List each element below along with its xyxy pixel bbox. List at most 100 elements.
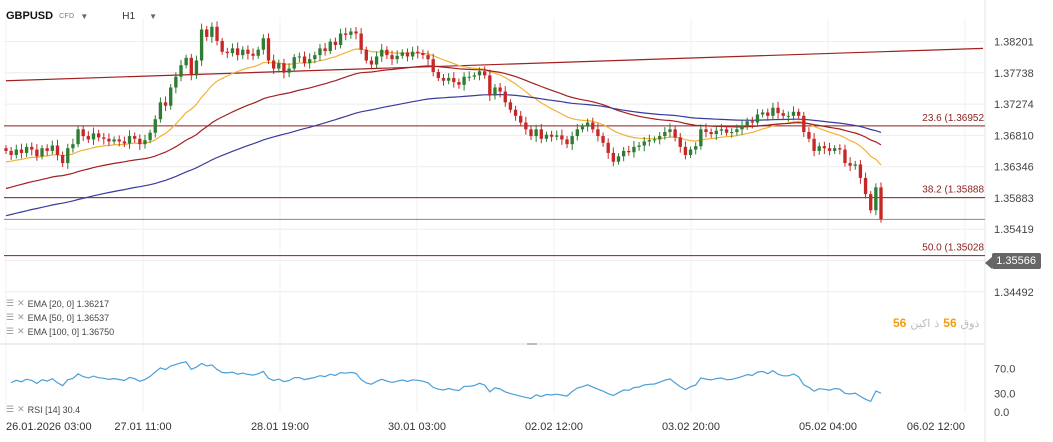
candle-body bbox=[457, 82, 461, 85]
candle-body bbox=[14, 149, 18, 155]
settings-icon[interactable]: ☰ bbox=[6, 312, 15, 322]
rsi-tick-label: 30.0 bbox=[994, 388, 1015, 400]
candle-body bbox=[843, 149, 847, 164]
candle-body bbox=[107, 138, 111, 142]
candle-body bbox=[282, 63, 286, 73]
candlestick-series bbox=[4, 21, 883, 223]
candle-body bbox=[364, 49, 368, 61]
candle-body bbox=[817, 146, 821, 151]
trendline-segment bbox=[5, 47, 984, 82]
candle-body bbox=[4, 148, 8, 151]
candle-body bbox=[740, 125, 744, 130]
candle-body bbox=[323, 48, 327, 52]
instrument-type-badge: CFD bbox=[59, 12, 75, 20]
candle-body bbox=[277, 63, 281, 69]
candle-body bbox=[24, 146, 29, 153]
candle-body bbox=[189, 57, 193, 76]
fib-level-label: 23.6 (1.36952 bbox=[922, 113, 984, 124]
candle-body bbox=[344, 33, 348, 35]
indicator-label: EMA [100, 0] 1.36750 bbox=[27, 326, 115, 337]
candle-body bbox=[858, 164, 863, 178]
candle-body bbox=[436, 71, 441, 79]
candle-body bbox=[714, 130, 718, 135]
candle-body bbox=[390, 55, 394, 60]
rsi-panel bbox=[10, 361, 882, 403]
candle-body bbox=[333, 41, 338, 45]
time-tick-label: 06.02 12:00 bbox=[907, 421, 965, 433]
candle-body bbox=[668, 129, 672, 133]
indicator-ema50[interactable]: ☰ ✕ EMA [50, 0] 1.36537 bbox=[6, 312, 109, 323]
settings-icon[interactable]: ☰ bbox=[6, 326, 15, 336]
indicator-rsi[interactable]: ☰ ✕ RSI [14] 30.4 bbox=[6, 404, 80, 415]
candle-body bbox=[673, 129, 677, 138]
candle-body bbox=[755, 114, 760, 123]
timeframe-dropdown-icon[interactable]: ▼ bbox=[149, 11, 157, 21]
candle-body bbox=[385, 49, 389, 56]
candle-body bbox=[256, 49, 260, 56]
candle-body bbox=[848, 163, 852, 166]
candle-body bbox=[632, 146, 636, 153]
settings-icon[interactable]: ☰ bbox=[6, 298, 15, 308]
candle-body bbox=[210, 26, 214, 37]
close-icon[interactable]: ✕ bbox=[17, 404, 25, 414]
timeframe-selector[interactable]: H1 bbox=[122, 10, 136, 22]
candle-body bbox=[179, 65, 183, 77]
indicator-ema20[interactable]: ☰ ✕ EMA [20, 0] 1.36217 bbox=[6, 298, 109, 309]
panel-resize-handle[interactable] bbox=[527, 343, 537, 345]
candle-body bbox=[153, 119, 157, 133]
candle-body bbox=[539, 129, 543, 139]
close-icon[interactable]: ✕ bbox=[17, 326, 25, 336]
candle-body bbox=[328, 41, 332, 52]
rsi-tick-label: 0.0 bbox=[994, 407, 1009, 419]
fib-level-label: 50.0 (1.35028 bbox=[922, 243, 984, 254]
candle-body bbox=[730, 132, 734, 134]
indicator-ema100[interactable]: ☰ ✕ EMA [100, 0] 1.36750 bbox=[6, 326, 114, 337]
candle-body bbox=[395, 55, 399, 60]
candle-body bbox=[508, 102, 513, 110]
close-icon[interactable]: ✕ bbox=[17, 312, 25, 322]
candle-body bbox=[235, 48, 240, 56]
candle-body bbox=[19, 149, 24, 153]
ema-50-line bbox=[5, 65, 882, 190]
candle-body bbox=[472, 75, 477, 77]
symbol-dropdown-icon[interactable]: ▼ bbox=[80, 11, 89, 21]
candle-body bbox=[683, 146, 688, 155]
candle-body bbox=[452, 78, 456, 83]
candle-body bbox=[869, 194, 873, 211]
close-icon[interactable]: ✕ bbox=[17, 298, 25, 308]
ema-100-line bbox=[5, 93, 882, 217]
candle-body bbox=[426, 55, 430, 60]
time-tick-label: 30.01 03:00 bbox=[388, 421, 446, 433]
fib-level-label: 38.2 (1.35888 bbox=[922, 185, 984, 196]
candle-body bbox=[112, 139, 116, 142]
candle-body bbox=[297, 56, 302, 58]
candle-body bbox=[400, 52, 404, 56]
candle-body bbox=[246, 49, 250, 54]
price-tick-label: 1.35883 bbox=[994, 193, 1034, 205]
candle-body bbox=[822, 146, 827, 149]
candle-body bbox=[652, 139, 657, 141]
candle-body bbox=[55, 145, 60, 155]
time-axis: 26.01.2026 03:00 27.01 11:00 28.01 19:00 30… bbox=[6, 421, 965, 433]
candle-body bbox=[750, 121, 754, 123]
candle-body bbox=[261, 38, 266, 50]
candle-body bbox=[745, 121, 749, 126]
symbol-label[interactable]: GBPUSD bbox=[6, 10, 54, 22]
candle-body bbox=[585, 122, 590, 127]
indicator-label: RSI [14] 30.4 bbox=[27, 404, 81, 415]
candle-body bbox=[503, 91, 507, 103]
settings-icon[interactable]: ☰ bbox=[6, 404, 15, 414]
candle-body bbox=[483, 71, 487, 76]
candle-body bbox=[833, 148, 837, 151]
candle-body bbox=[863, 177, 868, 195]
candle-body bbox=[570, 136, 574, 145]
candle-body bbox=[241, 49, 245, 56]
candle-body bbox=[642, 141, 646, 146]
candle-body bbox=[796, 111, 801, 116]
candle-body bbox=[874, 187, 878, 211]
candle-body bbox=[555, 135, 559, 137]
candle-body bbox=[709, 132, 713, 135]
candle-body bbox=[81, 129, 85, 137]
candle-body bbox=[318, 48, 322, 56]
